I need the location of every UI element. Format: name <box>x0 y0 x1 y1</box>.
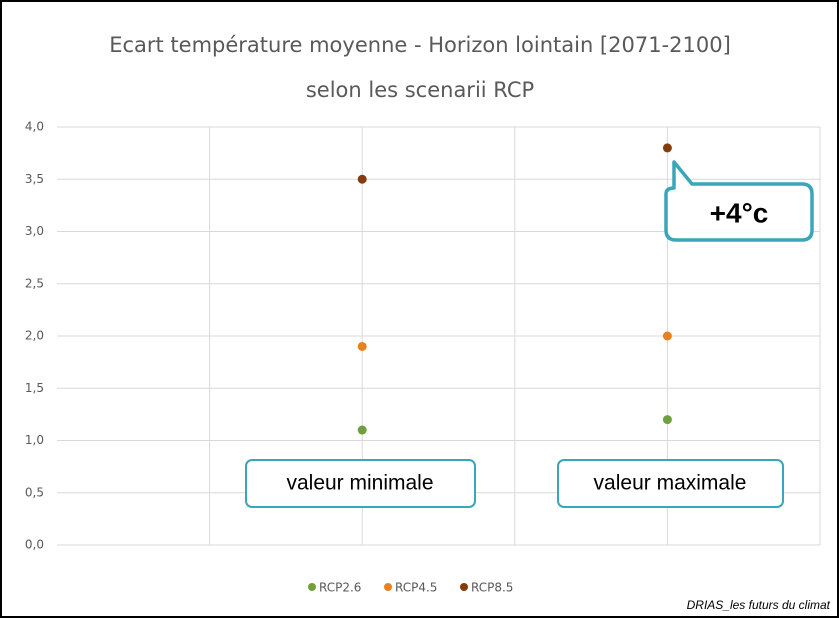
chart-title: Ecart température moyenne - Horizon loin… <box>109 33 731 57</box>
annotation-box <box>557 459 784 508</box>
point <box>662 331 672 341</box>
annotation-box <box>245 459 476 508</box>
annotation: valeur minimale <box>286 472 433 495</box>
legend-marker <box>460 583 468 591</box>
point <box>662 143 672 153</box>
legend-marker <box>384 583 392 591</box>
legend-label: RCP2.6 <box>319 581 361 595</box>
legend-marker <box>308 583 316 591</box>
point <box>357 341 367 351</box>
y-tick-label: 1,5 <box>25 381 44 395</box>
y-tick-label: 4,0 <box>25 120 44 134</box>
annotation: +4°c <box>710 197 769 228</box>
y-tick-label: 0,0 <box>25 538 44 552</box>
y-tick-label: 2,5 <box>25 276 44 290</box>
legend-label: RCP4.5 <box>395 581 437 595</box>
y-tick-label: 3,5 <box>25 172 44 186</box>
y-tick-label: 3,0 <box>25 224 44 238</box>
legend-label: RCP8.5 <box>471 581 513 595</box>
source: DRIAS_les futurs du climat <box>687 598 831 612</box>
point <box>357 425 367 435</box>
y-tick-label: 1,0 <box>25 433 44 447</box>
annotation: valeur maximale <box>594 472 747 495</box>
point <box>357 174 367 184</box>
point <box>662 415 672 425</box>
callout <box>664 160 814 242</box>
chart-subtitle: selon les scenarii RCP <box>306 78 534 102</box>
y-tick-label: 2,0 <box>25 329 44 343</box>
y-tick-label: 0,5 <box>25 485 44 499</box>
